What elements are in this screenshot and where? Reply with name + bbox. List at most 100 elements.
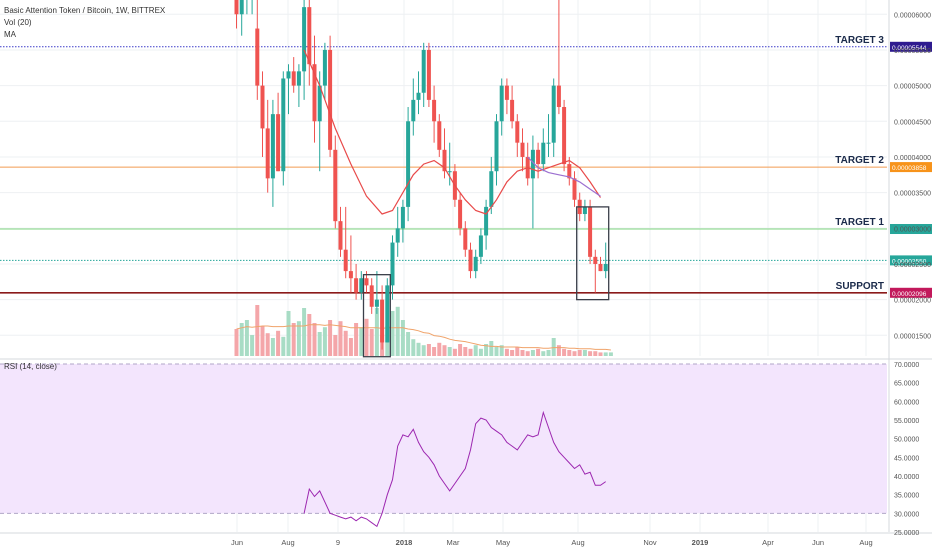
- price-axis-tick-label: 0.00001500: [894, 333, 931, 340]
- volume-bar: [317, 332, 322, 356]
- volume-bar: [260, 326, 265, 356]
- rsi-axis-tick-label: 25.0000: [894, 530, 919, 537]
- volume-bar: [520, 350, 525, 356]
- candle-body: [354, 278, 359, 293]
- price-axis-tick-label: 0.00004500: [894, 119, 931, 126]
- candle-body: [328, 49, 333, 150]
- volume-bar: [265, 333, 270, 356]
- candle-body: [364, 278, 369, 286]
- time-axis-label: Apr: [762, 538, 774, 547]
- price-axis-tick-label: 0.00003000: [894, 226, 931, 233]
- time-axis-label: 9: [336, 538, 340, 547]
- volume-bar: [348, 338, 353, 356]
- candle-body: [296, 71, 301, 86]
- volume-bar: [359, 327, 364, 356]
- level-price-badge: [890, 224, 932, 235]
- price-axis-tick-label: 0.00002000: [894, 298, 931, 305]
- volume-bar: [432, 347, 437, 356]
- volume-bar: [546, 350, 551, 356]
- volume-bar: [437, 342, 442, 356]
- candle-body: [333, 149, 338, 222]
- candle-body: [307, 7, 312, 65]
- volume-bar: [286, 311, 291, 356]
- candle-body: [588, 206, 593, 257]
- volume-bar: [234, 329, 239, 356]
- volume-bar: [489, 341, 494, 356]
- volume-bar: [567, 350, 572, 356]
- symbol-title: Basic Attention Token / Bitcoin, 1W, BIT…: [4, 6, 166, 15]
- candle-body: [567, 164, 572, 179]
- candle-body: [348, 271, 353, 279]
- candle-body: [406, 121, 411, 207]
- volume-bar: [536, 348, 541, 356]
- volume-bar: [458, 344, 463, 356]
- candle-body: [260, 85, 265, 129]
- rsi-indicator-label: RSI (14, close): [4, 362, 57, 371]
- volume-bar: [239, 323, 244, 356]
- volume-bar: [588, 351, 593, 356]
- volume-bar: [572, 351, 577, 356]
- volume-bar: [447, 347, 452, 356]
- volume-bar: [426, 344, 431, 356]
- time-axis-label: May: [496, 538, 510, 547]
- candle-body: [426, 49, 431, 100]
- candle-body: [369, 285, 374, 307]
- time-axis-label: 2018: [396, 538, 413, 547]
- candle-body: [270, 114, 275, 179]
- level-price-badge: [890, 287, 932, 298]
- volume-bar: [276, 330, 281, 356]
- candle-body: [530, 149, 535, 179]
- volume-bar: [400, 320, 405, 356]
- level-name-label: TARGET 3: [835, 35, 884, 46]
- price-axis-tick-label: 0.00003500: [894, 191, 931, 198]
- volume-bar: [562, 348, 567, 356]
- level-name-label: SUPPORT: [836, 281, 884, 292]
- volume-bar: [364, 318, 369, 356]
- volume-bar: [270, 338, 275, 356]
- candle-body: [416, 92, 421, 100]
- candle-body: [234, 0, 239, 15]
- volume-bar: [577, 350, 582, 356]
- price-axis-tick-label: 0.00002500: [894, 262, 931, 269]
- volume-bar: [354, 323, 359, 356]
- volume-bar: [541, 351, 546, 356]
- time-axis-label: Mar: [447, 538, 460, 547]
- volume-bar: [250, 335, 255, 356]
- candle-body: [484, 206, 489, 236]
- levels-layer: TARGET 3 0.00005544 TARGET 2 0.00003858 TARG…: [0, 35, 932, 298]
- level-price-badge-text: 0.00005544: [892, 45, 927, 52]
- volume-bar: [478, 348, 483, 356]
- candle-body: [499, 85, 504, 122]
- candle-body: [463, 228, 468, 250]
- volume-bar: [307, 314, 312, 356]
- volume-bar: [598, 352, 603, 356]
- price-axis-tick-label: 0.00005000: [894, 84, 931, 91]
- candle-body: [390, 242, 395, 286]
- candle-body: [489, 171, 494, 207]
- candle-body: [447, 171, 452, 173]
- volume-bar: [494, 347, 499, 356]
- volume-bar: [406, 332, 411, 356]
- volume-bar: [551, 338, 556, 356]
- candle-body: [411, 99, 416, 122]
- volume-bar: [255, 305, 260, 356]
- rsi-axis-tick-label: 65.0000: [894, 381, 919, 388]
- candle-body: [562, 107, 567, 165]
- rsi-axis-tick-label: 30.0000: [894, 511, 919, 518]
- candle-body: [593, 256, 598, 264]
- volume-bar: [593, 351, 598, 356]
- ma-layer: [303, 49, 602, 215]
- volume-bar: [452, 348, 457, 356]
- candle-body: [603, 263, 608, 272]
- level-price-badge: [890, 162, 932, 173]
- volume-indicator-label: Vol (20): [4, 18, 32, 27]
- candle-body: [494, 121, 499, 172]
- highlight-box: [576, 206, 610, 301]
- candle-body: [380, 299, 385, 343]
- rsi-axis-tick-label: 45.0000: [894, 455, 919, 462]
- candle-body: [520, 142, 525, 157]
- level-price-badge-text: 0.00002550: [892, 258, 927, 265]
- time-axis-label: 2019: [692, 538, 709, 547]
- volume-bar: [343, 330, 348, 356]
